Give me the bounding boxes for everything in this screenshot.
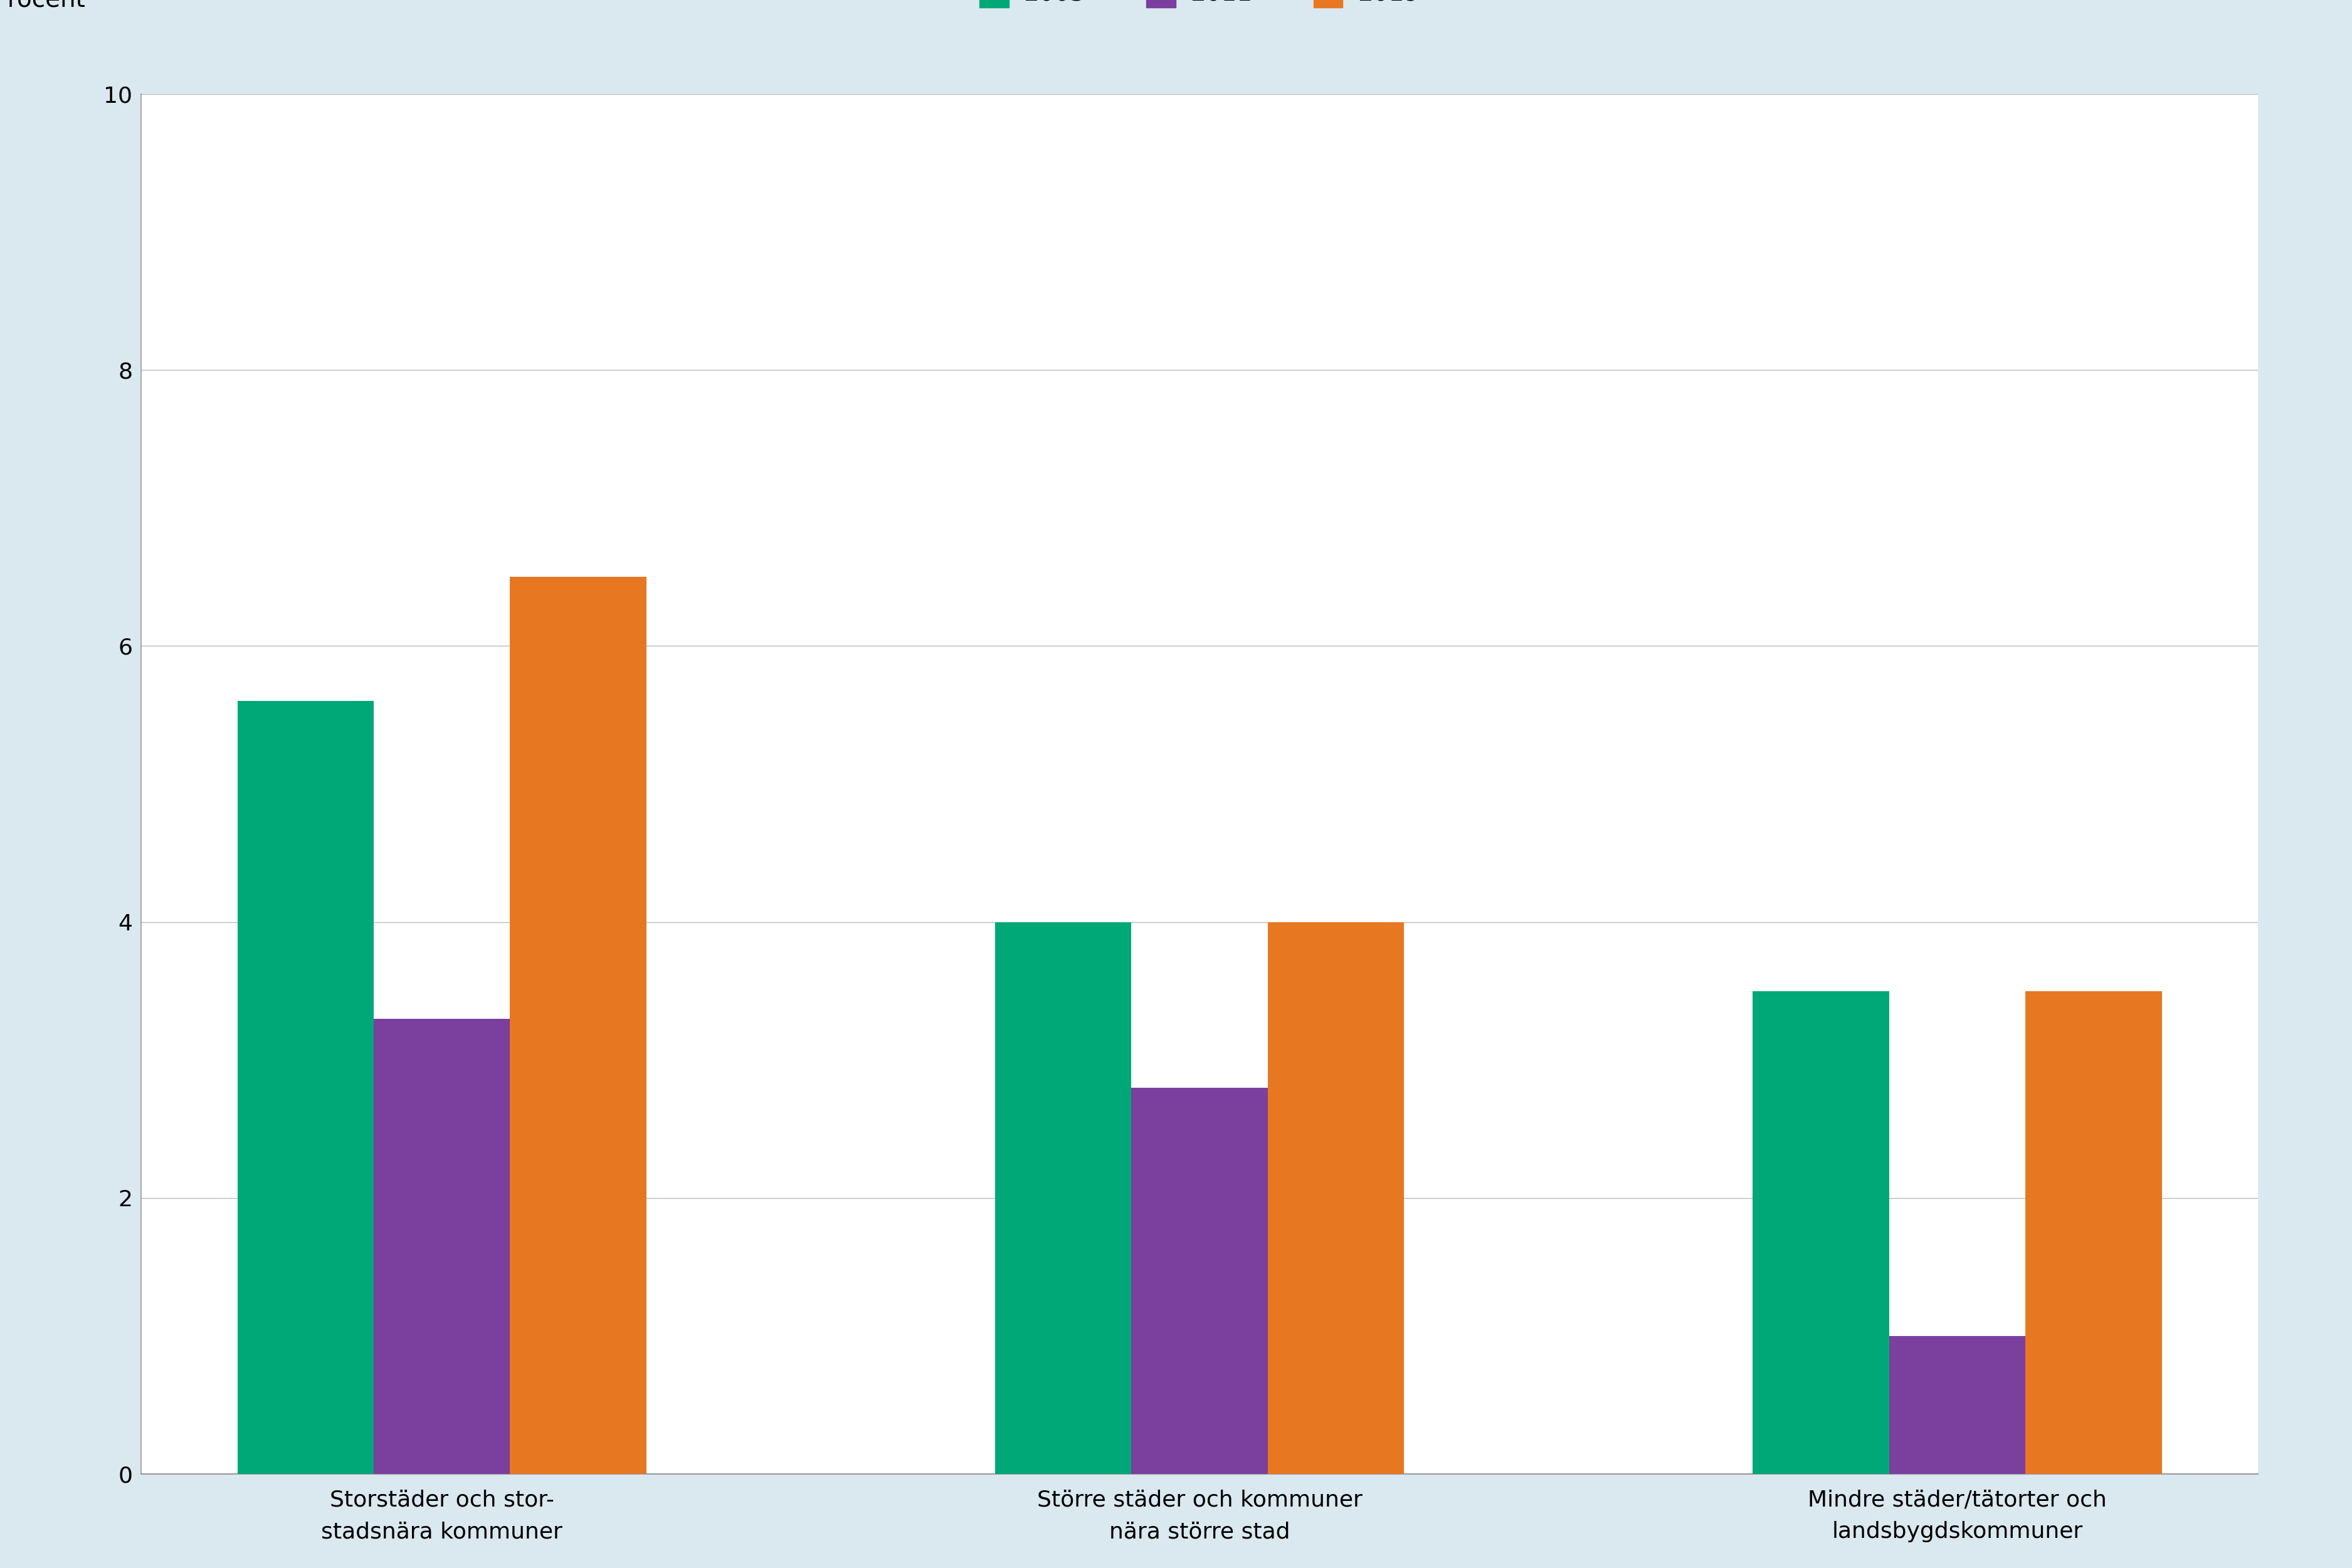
Bar bbox=[1889, 1336, 2025, 1474]
Legend: 2003, 2011, 2019: 2003, 2011, 2019 bbox=[969, 0, 1430, 17]
Bar bbox=[374, 1019, 510, 1474]
Bar bbox=[995, 922, 1131, 1474]
Bar bbox=[1131, 1088, 1268, 1474]
Bar bbox=[1268, 922, 1404, 1474]
Bar bbox=[2025, 991, 2161, 1474]
Bar bbox=[510, 577, 647, 1474]
Text: Procent: Procent bbox=[0, 0, 85, 11]
Bar bbox=[1752, 991, 1889, 1474]
Bar bbox=[238, 701, 374, 1474]
